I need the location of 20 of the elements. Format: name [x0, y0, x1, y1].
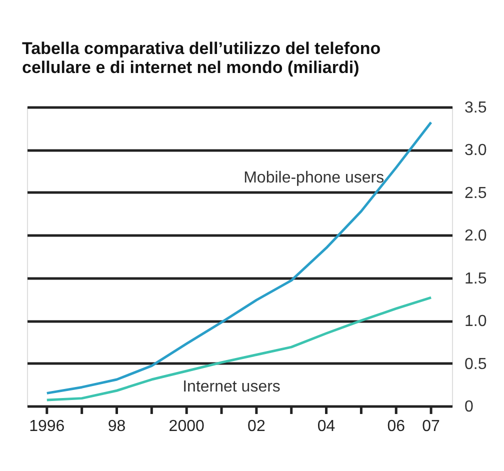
x-tick-label: 98 — [108, 418, 126, 435]
x-tick-label: 2000 — [168, 418, 204, 435]
x-tick-label: 1996 — [29, 418, 65, 435]
y-tick-label: 2.5 — [464, 184, 487, 202]
y-tick-label: 3.5 — [464, 100, 487, 116]
y-tick-label: 0.5 — [464, 356, 487, 373]
y-tick-label: 3.0 — [464, 142, 487, 160]
y-tick-label: 2.0 — [464, 228, 487, 245]
y-tick-label: 0 — [464, 398, 474, 416]
line-series — [46, 296, 432, 402]
series-label: Internet users — [182, 378, 280, 396]
chart-title: Tabella comparativa dell’utilizzo del telefono cellulare e di internet nel mondo (miliardi) — [22, 39, 381, 77]
y-tick-label: 1.5 — [464, 270, 487, 288]
x-tick-label: 07 — [422, 418, 440, 435]
y-tick-label: 1.0 — [464, 313, 487, 330]
x-tick-label: 02 — [248, 418, 266, 435]
x-tick-label: 06 — [387, 418, 406, 435]
line-series — [46, 121, 432, 394]
x-tick-label: 04 — [317, 418, 336, 435]
series-label: Mobile-phone users — [244, 170, 384, 187]
